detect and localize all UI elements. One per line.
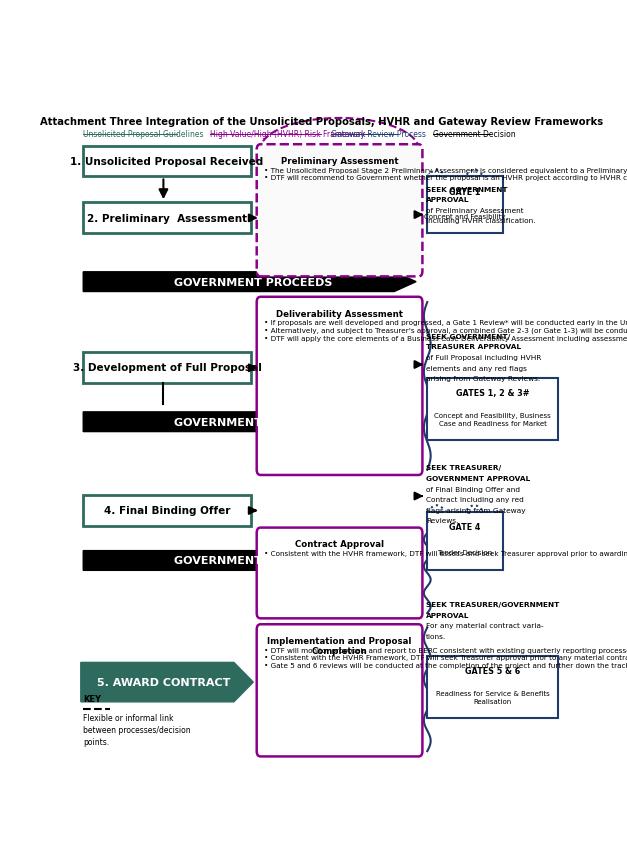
Text: TREASURER APPROVAL: TREASURER APPROVAL (426, 344, 522, 350)
FancyBboxPatch shape (83, 352, 251, 384)
Text: 4. Final Binding Offer: 4. Final Binding Offer (104, 506, 230, 515)
Text: Preliminary Assessment: Preliminary Assessment (281, 157, 398, 165)
Text: GATE 1: GATE 1 (449, 188, 481, 197)
Text: Deliverability Assessment: Deliverability Assessment (276, 310, 403, 318)
Text: 3. Development of Full Proposal: 3. Development of Full Proposal (73, 363, 261, 373)
Text: Unsolicited Proposal Guidelines: Unsolicited Proposal Guidelines (83, 130, 204, 139)
FancyArrow shape (81, 663, 253, 702)
Text: Gateway Review Process: Gateway Review Process (331, 130, 426, 139)
Text: of Preliminary Assessment: of Preliminary Assessment (426, 207, 524, 213)
FancyBboxPatch shape (83, 203, 251, 234)
FancyBboxPatch shape (427, 512, 503, 570)
Text: Concept and Feasibility: Concept and Feasibility (424, 213, 505, 219)
Text: • The Unsolicited Proposal Stage 2 Preliminary Assessment is considered equivale: • The Unsolicited Proposal Stage 2 Preli… (263, 167, 627, 181)
Text: Flexible or informal link
between processes/decision
points.: Flexible or informal link between proces… (83, 713, 191, 746)
Text: Contract Including any red: Contract Including any red (426, 496, 524, 502)
FancyBboxPatch shape (427, 177, 503, 234)
Text: 2. Preliminary  Assessment: 2. Preliminary Assessment (87, 213, 247, 223)
Text: GOVERNMENT PROCEEDS: GOVERNMENT PROCEEDS (174, 277, 332, 287)
FancyBboxPatch shape (83, 147, 251, 177)
Text: Concept and Feasibility, Business
Case and Readiness for Market: Concept and Feasibility, Business Case a… (435, 413, 551, 426)
FancyBboxPatch shape (256, 624, 423, 757)
Text: GOVERNMENT APPROVAL: GOVERNMENT APPROVAL (426, 475, 530, 481)
Text: • DTF will monitor proposals and report to BERC consistent with existing quarter: • DTF will monitor proposals and report … (263, 647, 627, 669)
Text: Contract Approval: Contract Approval (295, 540, 384, 548)
Text: 5. AWARD CONTRACT: 5. AWARD CONTRACT (97, 677, 230, 688)
FancyArrow shape (83, 272, 416, 293)
Text: tions.: tions. (426, 633, 446, 639)
FancyBboxPatch shape (427, 656, 559, 718)
FancyBboxPatch shape (256, 298, 423, 475)
Text: For any material contract varia-: For any material contract varia- (426, 623, 544, 629)
Text: SEEK GOVERNMENT: SEEK GOVERNMENT (426, 187, 508, 193)
Text: Reviews.: Reviews. (426, 518, 459, 524)
Text: GATES 1, 2 & 3#: GATES 1, 2 & 3# (456, 389, 530, 397)
Text: GATE 4: GATE 4 (449, 523, 481, 531)
Text: High Value/High (HVHR) Risk Framework: High Value/High (HVHR) Risk Framework (209, 130, 365, 139)
Text: Government Decision: Government Decision (433, 130, 516, 139)
FancyBboxPatch shape (83, 495, 251, 526)
Text: Attachment Three Integration of the Unsolicited Proposals, HVHR and Gateway Revi: Attachment Three Integration of the Unso… (40, 117, 603, 127)
Text: Tender Decision: Tender Decision (437, 549, 493, 555)
FancyArrow shape (83, 412, 416, 432)
Text: SEEK TREASURER/: SEEK TREASURER/ (426, 465, 502, 471)
Text: Readiness for Service & Benefits
Realisation: Readiness for Service & Benefits Realisa… (436, 691, 550, 704)
FancyBboxPatch shape (427, 378, 559, 441)
Text: • If proposals are well developed and progressed, a Gate 1 Review* will be condu: • If proposals are well developed and pr… (263, 320, 627, 342)
Text: 1. Unsolicited Proposal Received: 1. Unsolicited Proposal Received (70, 157, 264, 167)
Text: GOVERNMENT PROCEEDS: GOVERNMENT PROCEEDS (174, 556, 332, 566)
FancyBboxPatch shape (256, 528, 423, 618)
Text: of Final Binding Offer and: of Final Binding Offer and (426, 486, 520, 492)
Text: APPROVAL: APPROVAL (426, 197, 470, 203)
Text: • Consistent with the HVHR framework, DTF will assess and seek Treasurer approva: • Consistent with the HVHR framework, DT… (263, 550, 627, 556)
Text: KEY: KEY (83, 694, 101, 704)
Text: SEEK TREASURER/GOVERNMENT: SEEK TREASURER/GOVERNMENT (426, 601, 560, 607)
Text: flags arising from Gateway: flags arising from Gateway (426, 507, 526, 513)
Text: GOVERNMENT PROCEEDS: GOVERNMENT PROCEEDS (174, 417, 332, 427)
Text: Including HVHR classification.: Including HVHR classification. (426, 218, 536, 224)
FancyBboxPatch shape (256, 145, 423, 277)
Text: of Full Proposal including HVHR: of Full Proposal including HVHR (426, 355, 542, 361)
Text: GATES 5 & 6: GATES 5 & 6 (465, 666, 520, 676)
Text: arising from Gateway Reviews.: arising from Gateway Reviews. (426, 375, 540, 381)
Text: APPROVAL: APPROVAL (426, 612, 470, 618)
Text: SEEK GOVERNMENT/: SEEK GOVERNMENT/ (426, 334, 510, 339)
FancyArrow shape (83, 551, 416, 571)
Text: Implementation and Proposal
Completion: Implementation and Proposal Completion (267, 636, 412, 656)
Text: elements and any red flags: elements and any red flags (426, 365, 527, 371)
